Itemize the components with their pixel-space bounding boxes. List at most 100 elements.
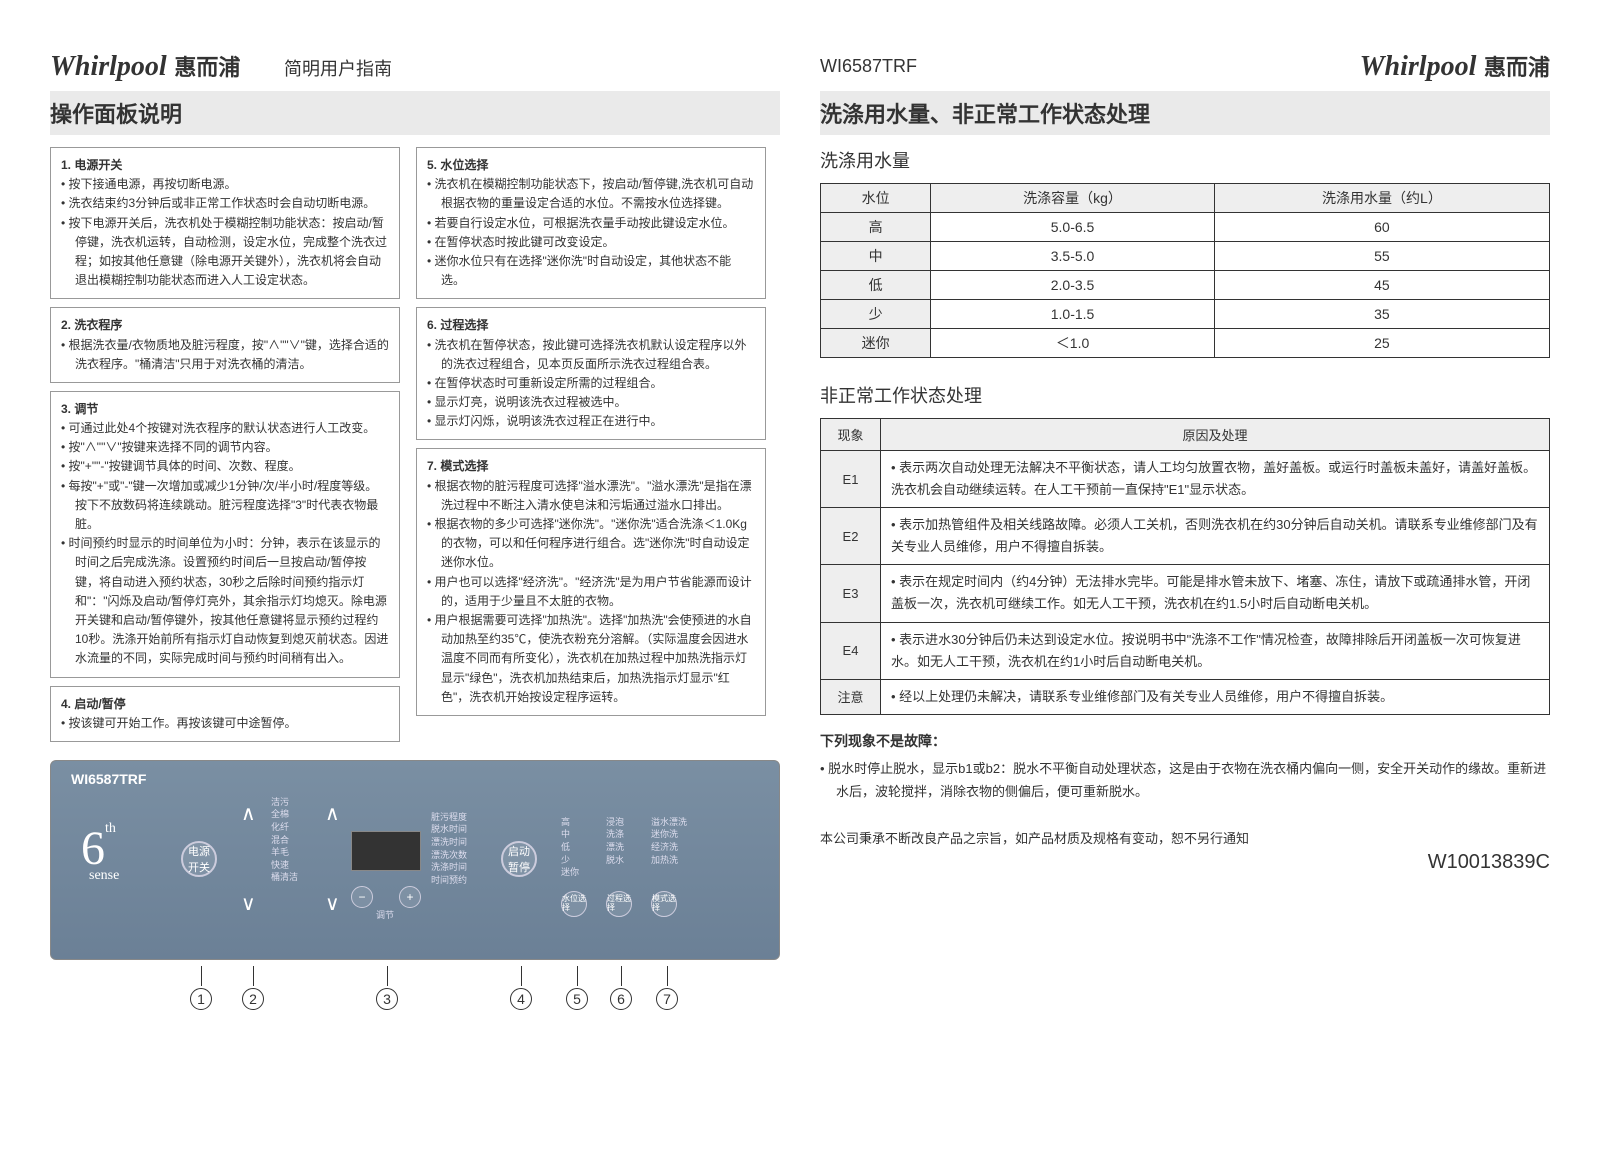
control-panel-illustration: WI6587TRF 6thsense 电源开关 ∧ ∨ 洁污全棉化纤混合羊毛快速… bbox=[50, 760, 780, 960]
right-header: WI6587TRF Whirlpool 惠而浦 bbox=[820, 50, 1550, 83]
table-cell: 1.0-1.5 bbox=[931, 300, 1215, 329]
table-cell: E3 bbox=[821, 565, 881, 622]
instruction-item: 用户也可以选择"经济洗"。"经济洗"是为用户节省能源而设计的，适用于少量且不太脏… bbox=[427, 573, 755, 611]
down-arrow-2: ∨ bbox=[325, 891, 340, 916]
table-cell: 45 bbox=[1214, 271, 1549, 300]
instruction-item: 在暂停状态时按此键可改变设定。 bbox=[427, 233, 755, 252]
table-cell: ＜1.0 bbox=[931, 329, 1215, 358]
instruction-item: 根据衣物的多少可选择"迷你洗"。"迷你洗"适合洗涤＜1.0Kg的衣物，可以和任何… bbox=[427, 515, 755, 573]
instruction-box: 5. 水位选择洗衣机在模糊控制功能状态下，按启动/暂停键,洗衣机可自动根据衣物的… bbox=[416, 147, 766, 299]
brand-cn-left: 惠而浦 bbox=[174, 55, 240, 80]
instruction-title: 4. 启动/暂停 bbox=[61, 695, 389, 714]
table-cell: 注意 bbox=[821, 679, 881, 714]
down-arrow-1: ∨ bbox=[241, 891, 256, 916]
instruction-box: 2. 洗衣程序根据洗衣量/衣物质地及脏污程度，按"∧""∨"键，选择合适的洗衣程… bbox=[50, 307, 400, 383]
table-header: 洗涤容量（kg） bbox=[931, 184, 1215, 213]
instruction-title: 3. 调节 bbox=[61, 400, 389, 419]
instruction-item: 按"∧""∨"按键来选择不同的调节内容。 bbox=[61, 438, 389, 457]
mode-select-btn: 模式选择 bbox=[651, 891, 677, 917]
instruction-item: 若要自行设定水位，可根据洗衣量手动按此键设定水位。 bbox=[427, 214, 755, 233]
callout-2: 2 bbox=[242, 988, 264, 1010]
doc-code: W10013839C bbox=[820, 851, 1550, 874]
minus-button: − bbox=[351, 886, 373, 908]
table-row: 高5.0-6.560 bbox=[821, 213, 1550, 242]
instruction-item: 每按"+"或"-"键一次增加或减少1分钟/次/半小时/程度等级。按下不放数码将连… bbox=[61, 477, 389, 535]
instruction-item: 在暂停状态时可重新设定所需的过程组合。 bbox=[427, 374, 755, 393]
error-heading: 非正常工作状态处理 bbox=[820, 382, 1550, 408]
adjust-label: 调节 bbox=[376, 909, 394, 922]
instruction-item: 根据洗衣量/衣物质地及脏污程度，按"∧""∨"键，选择合适的洗衣程序。"桶清洁"… bbox=[61, 336, 389, 374]
instruction-item: 洗衣机在暂停状态，按此键可选择洗衣机默认设定程序以外的洗衣过程组合，见本页反面所… bbox=[427, 336, 755, 374]
table-header: 现象 bbox=[821, 419, 881, 451]
left-header: Whirlpool 惠而浦 简明用户指南 bbox=[50, 50, 780, 83]
table-cell: 高 bbox=[821, 213, 931, 242]
table-header: 原因及处理 bbox=[881, 419, 1550, 451]
instruction-box: 1. 电源开关按下接通电源，再按切断电源。洗衣结束约3分钟后或非正常工作状态时会… bbox=[50, 147, 400, 299]
instruction-box: 7. 模式选择根据衣物的脏污程度可选择"溢水漂洗"。"溢水漂洗"是指在漂洗过程中… bbox=[416, 448, 766, 715]
instruction-item: 按下接通电源，再按切断电源。 bbox=[61, 175, 389, 194]
panel-model-label: WI6587TRF bbox=[71, 771, 146, 787]
instruction-item: 显示灯亮，说明该洗衣过程被选中。 bbox=[427, 393, 755, 412]
callout-7: 7 bbox=[656, 988, 678, 1010]
callout-row: 1 2 3 4 5 6 7 bbox=[50, 966, 780, 1016]
instruction-item: 按"+""-"按键调节具体的时间、次数、程度。 bbox=[61, 457, 389, 476]
table-cell: E1 bbox=[821, 451, 881, 508]
instruction-item: 显示灯闪烁，说明该洗衣过程正在进行中。 bbox=[427, 412, 755, 431]
instruction-item: 洗衣结束约3分钟后或非正常工作状态时会自动切断电源。 bbox=[61, 194, 389, 213]
water-heading: 洗涤用水量 bbox=[820, 147, 1550, 173]
display-screen bbox=[351, 831, 421, 871]
table-cell: 5.0-6.5 bbox=[931, 213, 1215, 242]
table-row: 少1.0-1.535 bbox=[821, 300, 1550, 329]
instruction-title: 6. 过程选择 bbox=[427, 316, 755, 335]
table-row: 低2.0-3.545 bbox=[821, 271, 1550, 300]
brand-logo-right: Whirlpool bbox=[1360, 51, 1477, 82]
table-cell: 35 bbox=[1214, 300, 1549, 329]
brand-cn-right: 惠而浦 bbox=[1484, 55, 1550, 80]
table-row: E3• 表示在规定时间内（约4分钟）无法排水完毕。可能是排水管未放下、堵塞、冻住… bbox=[821, 565, 1550, 622]
water-level-btn: 水位选择 bbox=[561, 891, 587, 917]
instruction-title: 7. 模式选择 bbox=[427, 457, 755, 476]
callout-6: 6 bbox=[610, 988, 632, 1010]
instruction-item: 迷你水位只有在选择"迷你洗"时自动设定，其他状态不能选。 bbox=[427, 252, 755, 290]
sixth-sense-logo: 6thsense bbox=[81, 821, 119, 884]
instruction-title: 5. 水位选择 bbox=[427, 156, 755, 175]
table-header: 洗涤用水量（约L） bbox=[1214, 184, 1549, 213]
water-table: 水位洗涤容量（kg）洗涤用水量（约L） 高5.0-6.560中3.5-5.055… bbox=[820, 183, 1550, 358]
callout-3: 3 bbox=[376, 988, 398, 1010]
instruction-title: 1. 电源开关 bbox=[61, 156, 389, 175]
table-row: 注意• 经以上处理仍未解决，请联系专业维修部门及有关专业人员维修，用户不得擅自拆… bbox=[821, 679, 1550, 714]
instruction-item: 时间预约时显示的时间单位为小时：分钟，表示在该显示的时间之后完成洗涤。设置预约时… bbox=[61, 534, 389, 668]
table-row: 中3.5-5.055 bbox=[821, 242, 1550, 271]
instruction-box: 4. 启动/暂停按该键可开始工作。再按该键可中途暂停。 bbox=[50, 686, 400, 742]
table-row: E4• 表示进水30分钟后仍未达到设定水位。按说明书中"洗涤不工作"情况检查，故… bbox=[821, 622, 1550, 679]
table-cell: • 表示进水30分钟后仍未达到设定水位。按说明书中"洗涤不工作"情况检查，故障排… bbox=[881, 622, 1550, 679]
instruction-item: 洗衣机在模糊控制功能状态下，按启动/暂停键,洗衣机可自动根据衣物的重量设定合适的… bbox=[427, 175, 755, 213]
not-fault-title: 下列现象不是故障： bbox=[820, 731, 1550, 751]
table-cell: • 表示在规定时间内（约4分钟）无法排水完毕。可能是排水管未放下、堵塞、冻住，请… bbox=[881, 565, 1550, 622]
table-cell: 中 bbox=[821, 242, 931, 271]
up-arrow-1: ∧ bbox=[241, 801, 256, 826]
disclaimer: 本公司秉承不断改良产品之宗旨，如产品材质及规格有变动，恕不另行通知 bbox=[820, 828, 1550, 847]
table-row: 迷你＜1.025 bbox=[821, 329, 1550, 358]
table-cell: 60 bbox=[1214, 213, 1549, 242]
table-cell: 2.0-3.5 bbox=[931, 271, 1215, 300]
table-row: E1• 表示两次自动处理无法解决不平衡状态，请人工均匀放置衣物，盖好盖板。或运行… bbox=[821, 451, 1550, 508]
instruction-item: 根据衣物的脏污程度可选择"溢水漂洗"。"溢水漂洗"是指在漂洗过程中不断注入清水使… bbox=[427, 477, 755, 515]
table-cell: 低 bbox=[821, 271, 931, 300]
instruction-item: 可通过此处4个按键对洗衣程序的默认状态进行人工改变。 bbox=[61, 419, 389, 438]
table-cell: 25 bbox=[1214, 329, 1549, 358]
callout-5: 5 bbox=[566, 988, 588, 1010]
table-cell: • 经以上处理仍未解决，请联系专业维修部门及有关专业人员维修，用户不得擅自拆装。 bbox=[881, 679, 1550, 714]
instruction-box: 3. 调节可通过此处4个按键对洗衣程序的默认状态进行人工改变。按"∧""∨"按键… bbox=[50, 391, 400, 678]
table-cell: 少 bbox=[821, 300, 931, 329]
plus-button: + bbox=[399, 886, 421, 908]
process-select-btn: 过程选择 bbox=[606, 891, 632, 917]
error-table: 现象原因及处理 E1• 表示两次自动处理无法解决不平衡状态，请人工均匀放置衣物，… bbox=[820, 418, 1550, 715]
up-arrow-2: ∧ bbox=[325, 801, 340, 826]
instruction-item: 按下电源开关后，洗衣机处于模糊控制功能状态：按启动/暂停键，洗衣机运转，自动检测… bbox=[61, 214, 389, 291]
instruction-box: 6. 过程选择洗衣机在暂停状态，按此键可选择洗衣机默认设定程序以外的洗衣过程组合… bbox=[416, 307, 766, 440]
table-cell: 迷你 bbox=[821, 329, 931, 358]
table-cell: E2 bbox=[821, 508, 881, 565]
callout-1: 1 bbox=[190, 988, 212, 1010]
instruction-title: 2. 洗衣程序 bbox=[61, 316, 389, 335]
